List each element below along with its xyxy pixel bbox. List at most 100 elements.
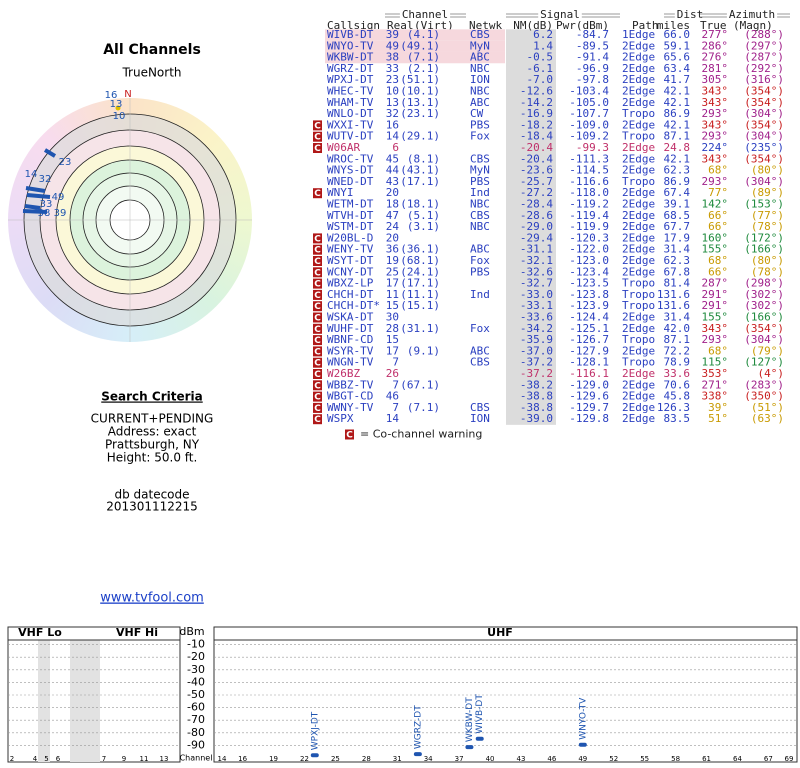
table-cell: -33.6 <box>520 311 553 324</box>
co-channel-marker <box>313 256 322 266</box>
table-cell: -16.9 <box>520 107 553 120</box>
table-cell: 155° <box>702 311 729 324</box>
co-channel-marker <box>313 244 322 255</box>
legend-symbol: C <box>346 431 353 441</box>
table-cell: WKBW-DT <box>327 51 374 64</box>
table-cell: -122.0 <box>569 243 609 256</box>
table-cell: WCNY-DT <box>327 265 374 278</box>
table-cell: -111.3 <box>569 152 609 165</box>
co-channel-marker <box>313 391 322 402</box>
table-cell: -127.9 <box>569 344 609 357</box>
table-cell: -37.0 <box>520 344 553 357</box>
table-cell: 42.0 <box>664 322 691 335</box>
table-cell: -38.2 <box>520 378 553 391</box>
table-cell: 343° <box>702 322 729 335</box>
table-cell: -29.4 <box>520 231 553 244</box>
table-cell: Tropo <box>622 299 655 312</box>
co-channel-symbol: C <box>314 121 321 131</box>
table-cell: -123.4 <box>569 265 609 278</box>
table-cell: -20.4 <box>520 141 553 154</box>
table-cell: -6.1 <box>527 62 554 75</box>
table-cell: -123.0 <box>569 254 609 267</box>
co-channel-symbol: C <box>314 415 321 425</box>
table-cell: CBS <box>470 152 490 165</box>
polar-label: 13 <box>110 99 123 110</box>
table-cell: 66.0 <box>664 28 691 41</box>
table-cell: (15.1) <box>400 299 440 312</box>
table-cell: NBC <box>470 198 490 211</box>
table-cell: (7.1) <box>407 51 440 64</box>
table-cell: (78°) <box>751 265 784 278</box>
table-cell: WENY-TV <box>327 243 374 256</box>
polar-label: 38 <box>38 208 51 219</box>
table-cell: W06AR <box>327 141 360 154</box>
table-cell: (7.1) <box>407 401 440 414</box>
table-cell: 2Edge <box>622 209 655 222</box>
table-cell: (17.1) <box>400 277 440 290</box>
table-cell: (17.1) <box>400 175 440 188</box>
table-cell: 24 <box>386 220 400 233</box>
station-mark <box>43 148 57 158</box>
co-channel-symbol: C <box>314 325 321 335</box>
signal-bar <box>310 753 319 758</box>
table-cell: 1Edge <box>622 28 655 41</box>
table-cell: WNYO-TV <box>327 39 374 52</box>
x-tick-label: 31 <box>393 755 402 763</box>
signal-bar <box>465 745 474 750</box>
x-tick-label: 13 <box>160 755 169 763</box>
table-cell: -91.4 <box>576 51 609 64</box>
vhf-gap <box>70 640 100 762</box>
polar-label: 16 <box>105 90 118 101</box>
table-cell: 293° <box>702 130 729 143</box>
criteria-line: Height: 50.0 ft. <box>107 451 198 465</box>
table-cell: 39° <box>708 401 728 414</box>
y-tick-label: -40 <box>187 675 205 688</box>
table-cell: WGRZ-DT <box>327 62 374 75</box>
table-cell: Tropo <box>622 277 655 290</box>
polar-label: 23 <box>59 157 72 168</box>
y-tick-label: -70 <box>187 713 205 726</box>
polar-label: 39 <box>54 208 67 219</box>
table-cell: 115° <box>702 356 729 369</box>
table-cell: (24.1) <box>400 265 440 278</box>
table-cell: 26 <box>386 367 399 380</box>
x-tick-label: 4 <box>33 755 38 763</box>
table-cell: 2Edge <box>622 51 655 64</box>
column-header: True <box>700 19 727 32</box>
table-cell: 2Edge <box>622 401 655 414</box>
band-label: VHF Hi <box>116 626 158 639</box>
table-cell: WBNF-CD <box>327 333 373 346</box>
table-cell: 83.5 <box>664 412 691 425</box>
site-link[interactable]: www.tvfool.com <box>100 591 204 606</box>
table-cell: (49.1) <box>400 39 440 52</box>
table-cell: -105.0 <box>569 96 609 109</box>
table-cell: ION <box>470 73 490 86</box>
row-highlight <box>325 40 505 52</box>
y-tick-label: -20 <box>187 650 205 663</box>
table-cell: 224° <box>702 141 729 154</box>
table-cell: 86.9 <box>664 175 691 188</box>
table-cell: -129.6 <box>569 390 609 403</box>
station-mark <box>24 204 41 210</box>
header-backdrop <box>399 9 451 21</box>
x-tick-label: 19 <box>269 755 278 763</box>
table-cell: -128.1 <box>569 356 609 369</box>
table-cell: 160° <box>702 231 729 244</box>
table-cell: 44 <box>386 164 400 177</box>
table-cell: -37.2 <box>520 356 553 369</box>
table-cell: (78°) <box>751 220 784 233</box>
co-channel-marker <box>313 369 322 379</box>
table-cell: -38.8 <box>520 401 553 414</box>
table-cell: CHCH-DT* <box>327 299 380 312</box>
header-backdrop <box>674 9 706 21</box>
table-cell: CBS <box>470 209 490 222</box>
table-cell: 126.3 <box>657 401 690 414</box>
table-cell: 47 <box>386 209 399 222</box>
table-cell: (304°) <box>744 175 784 188</box>
table-cell: 2Edge <box>622 390 655 403</box>
table-cell: 6 <box>392 141 399 154</box>
co-channel-marker <box>313 267 322 278</box>
table-cell: 66° <box>708 209 728 222</box>
co-channel-marker <box>313 346 322 357</box>
table-cell: NBC <box>470 85 490 98</box>
